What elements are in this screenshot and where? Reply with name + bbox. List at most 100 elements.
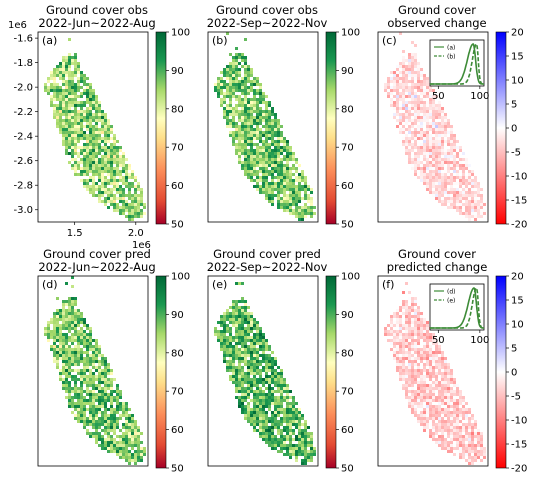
map-pixel [77, 360, 80, 363]
map-pixel [256, 393, 259, 396]
map-pixel [74, 131, 77, 134]
map-pixel [250, 134, 253, 137]
map-pixel [92, 182, 95, 185]
map-pixel [56, 333, 59, 336]
map-pixel [232, 357, 235, 360]
map-pixel [113, 423, 116, 426]
map-pixel [68, 324, 71, 327]
map-pixel [89, 95, 92, 98]
map-pixel [274, 405, 277, 408]
map-pixel [110, 191, 113, 194]
map-pixel [235, 384, 238, 387]
map-pixel [113, 185, 116, 188]
map-pixel [396, 366, 399, 369]
map-pixel [62, 354, 65, 357]
map-pixel [229, 312, 232, 315]
map-pixel [223, 113, 226, 116]
map-pixel [232, 71, 235, 74]
inset-chart: (d)(e)50 100 [429, 283, 489, 346]
map-pixel [140, 441, 143, 444]
map-pixel [277, 372, 280, 375]
map-pixel [268, 128, 271, 131]
map-pixel [268, 113, 271, 116]
map-pixel [441, 432, 444, 435]
map-pixel [244, 74, 247, 77]
map-pixel [307, 456, 310, 459]
map-pixel [292, 408, 295, 411]
map-pixel [265, 387, 268, 390]
map-pixel [265, 381, 268, 384]
map-pixel [71, 285, 74, 288]
y-tick-label: -1.6 [13, 34, 33, 45]
map-pixel [220, 101, 223, 104]
map-pixel [247, 116, 250, 119]
map-pixel [92, 128, 95, 131]
map-pixel [137, 438, 140, 441]
map-pixel [456, 182, 459, 185]
map-pixel [116, 396, 119, 399]
map-pixel [122, 152, 125, 155]
map-pixel [86, 182, 89, 185]
map-pixel [89, 167, 92, 170]
map-pixel [450, 200, 453, 203]
map-pixel [286, 411, 289, 414]
map-pixel [465, 432, 468, 435]
map-pixel [110, 131, 113, 134]
panel-label: (a) [42, 34, 57, 47]
map-pixel [113, 206, 116, 209]
map-pixel [86, 122, 89, 125]
colorbar-tick-label: 80 [171, 348, 184, 359]
map-pixel [468, 173, 471, 176]
map-pixel [110, 158, 113, 161]
map-pixel [256, 429, 259, 432]
plot-frame [377, 275, 489, 467]
map-pixel [59, 375, 62, 378]
map-pixel [313, 206, 316, 209]
map-pixel [56, 98, 59, 101]
map-pixel [402, 116, 405, 119]
map-pixel [429, 375, 432, 378]
map-pixel [411, 399, 414, 402]
map-pixel [417, 312, 420, 315]
map-pixel [98, 128, 101, 131]
map-pixel [417, 89, 420, 92]
map-pixel [399, 83, 402, 86]
map-pixel [244, 399, 247, 402]
map-pixel [247, 125, 250, 128]
map-pixel [92, 411, 95, 414]
map-pixel [77, 122, 80, 125]
map-pixel [405, 86, 408, 89]
map-pixel [432, 152, 435, 155]
map-pixel [62, 137, 65, 140]
map-pixel [438, 116, 441, 119]
map-pixel [405, 143, 408, 146]
map-pixel [235, 65, 238, 68]
map-pixel [220, 89, 223, 92]
map-pixel [426, 101, 429, 104]
map-pixel [98, 372, 101, 375]
map-pixel [217, 95, 220, 98]
map-pixel [77, 354, 80, 357]
map-pixel [256, 134, 259, 137]
map-pixel [283, 140, 286, 143]
map-pixel [441, 176, 444, 179]
map-pixel [405, 315, 408, 318]
map-pixel [235, 143, 238, 146]
map-pixel [74, 158, 77, 161]
map-pixel [74, 173, 77, 176]
map-pixel [453, 149, 456, 152]
colorbar-tick-label: -10 [511, 416, 527, 427]
map-pixel [304, 185, 307, 188]
map-pixel [256, 330, 259, 333]
map-pixel [268, 143, 271, 146]
map-pixel [417, 95, 420, 98]
map-pixel [301, 429, 304, 432]
map-pixel [92, 432, 95, 435]
map-pixel [286, 200, 289, 203]
map-pixel [74, 146, 77, 149]
map-pixel [411, 387, 414, 390]
map-pixel [405, 113, 408, 116]
map-pixel [244, 342, 247, 345]
map-pixel [459, 456, 462, 459]
